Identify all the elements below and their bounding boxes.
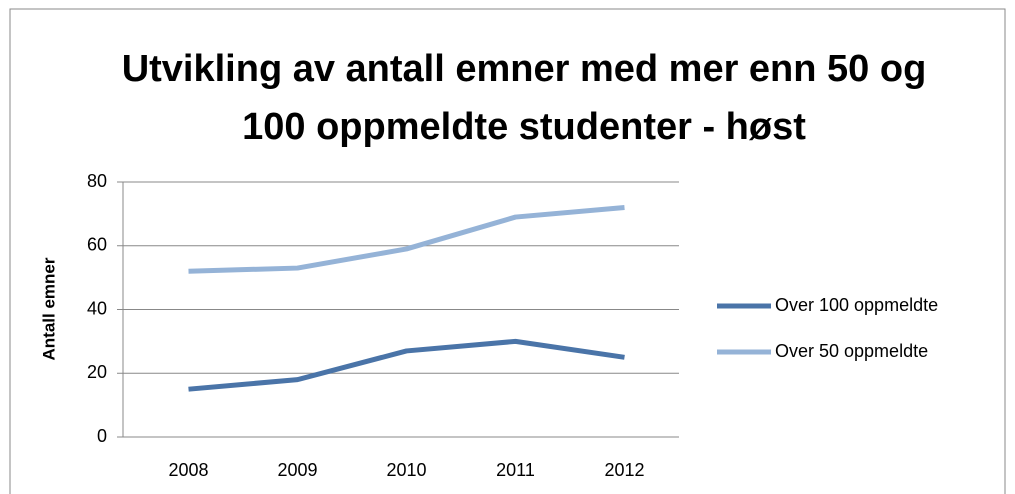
x-tick-label: 2010 bbox=[386, 460, 426, 480]
y-axis-label: Antall emner bbox=[39, 257, 58, 360]
x-tick-label: 2011 bbox=[496, 460, 535, 480]
x-tick-label: 2012 bbox=[604, 460, 644, 480]
x-tick-label: 2009 bbox=[277, 460, 317, 480]
y-tick-label: 40 bbox=[87, 298, 107, 318]
y-tick-label: 0 bbox=[97, 426, 107, 446]
y-tick-label: 80 bbox=[87, 171, 107, 191]
x-tick-label: 2008 bbox=[168, 460, 208, 480]
y-tick-label: 60 bbox=[87, 235, 107, 255]
y-tick-label: 20 bbox=[87, 362, 107, 382]
legend-label: Over 50 oppmeldte bbox=[775, 341, 928, 361]
chart-title: Utvikling av antall emner med mer enn 50… bbox=[121, 48, 927, 148]
chart-border bbox=[9, 8, 1006, 494]
legend-label: Over 100 oppmeldte bbox=[775, 295, 938, 315]
series-line bbox=[188, 338, 625, 392]
series-line bbox=[188, 205, 625, 274]
